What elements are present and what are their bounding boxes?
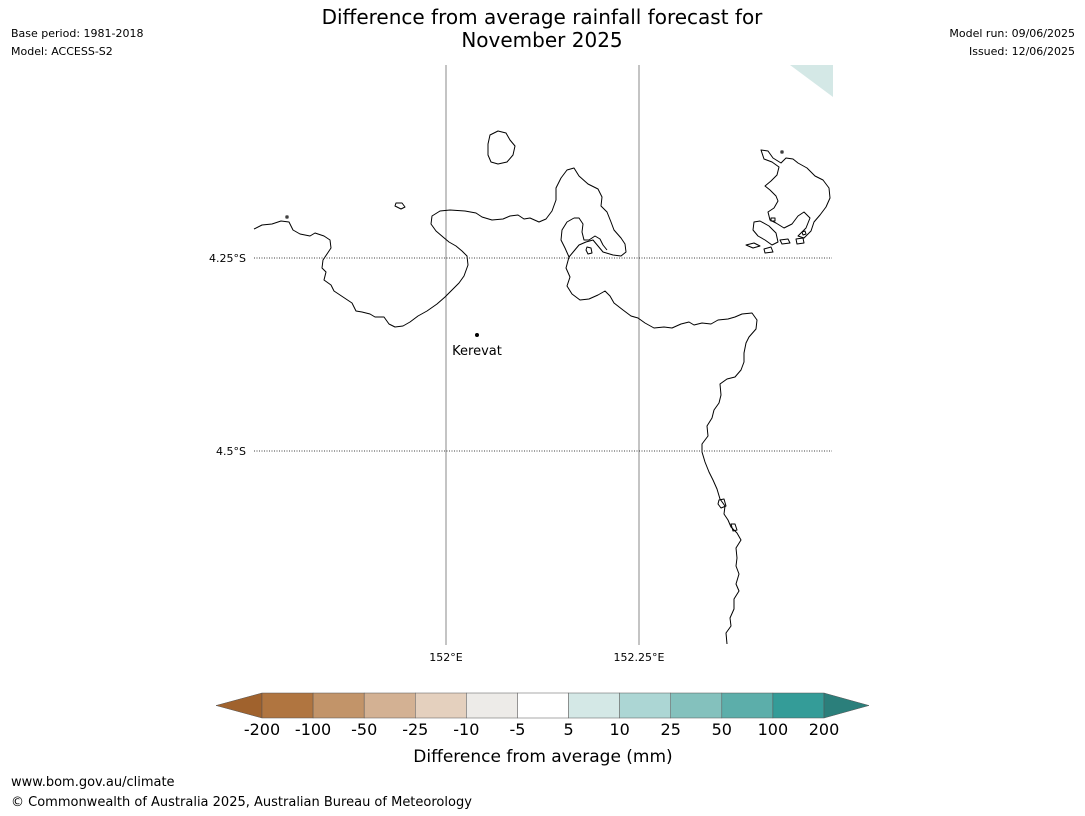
islet-duke-6: [801, 230, 807, 236]
colorbar-tick-label: 5: [563, 720, 573, 739]
coastline-bay-inner: [574, 217, 608, 251]
colorbar-tick-label: -50: [351, 720, 377, 739]
kerevat-label: Kerevat: [452, 344, 502, 359]
island-north: [487, 130, 516, 165]
colorbar-title: Difference from average (mm): [413, 747, 672, 767]
lon-label-152-25: 152.25°E: [614, 651, 665, 664]
islet-small-2: [285, 215, 289, 219]
page-title: Difference from average rainfall forecas…: [242, 6, 842, 52]
colorbar-tick-label: 100: [758, 720, 789, 739]
colorbar-box: [619, 692, 671, 719]
colorbar-tick-label: -5: [509, 720, 525, 739]
colorbar-extend-low: [215, 692, 263, 719]
model-name: Model: ACCESS-S2: [11, 45, 113, 58]
islet-duke-7: [770, 217, 776, 222]
footer-url: www.bom.gov.au/climate: [11, 775, 175, 790]
base-period: Base period: 1981-2018: [11, 27, 144, 40]
lat-label-4-5: 4.5°S: [216, 445, 246, 458]
islet-east-coast-1: [717, 498, 727, 509]
colorbar-tick-label: 200: [809, 720, 840, 739]
kerevat-marker: [475, 333, 479, 337]
colorbar-tick-label: -25: [402, 720, 428, 739]
colorbar-box: [517, 692, 569, 719]
lat-label-4-25: 4.25°S: [209, 252, 246, 265]
footer-copyright: © Commonwealth of Australia 2025, Austra…: [11, 795, 472, 810]
islet-duke-4: [779, 238, 791, 245]
graticule: [254, 65, 832, 645]
colorbar-tick-label: -100: [295, 720, 331, 739]
coastline-main: [253, 167, 758, 645]
colorbar-tick-label: -200: [244, 720, 280, 739]
colorbar-box: [772, 692, 825, 719]
title-line-1: Difference from average rainfall forecas…: [321, 5, 763, 29]
islet-duke-8: [780, 150, 784, 154]
meta-right: Model run: 09/06/2025 Issued: 12/06/2025: [949, 25, 1075, 61]
colorbar-tick-label: -10: [453, 720, 479, 739]
island-duke-of-york: [760, 149, 831, 239]
islet-duke-5: [795, 237, 805, 245]
colorbar-box: [670, 692, 723, 719]
islet-duke-3: [763, 246, 774, 254]
islet-small-3: [585, 246, 593, 255]
islet-duke-2: [745, 242, 761, 249]
colorbar: -200 -100 -50 -25 -10 -5 5 10 25 50 100 200: [215, 692, 870, 739]
colorbar-box: [721, 692, 774, 719]
title-line-2: November 2025: [461, 28, 623, 52]
meta-left: Base period: 1981-2018 Model: ACCESS-S2: [11, 25, 143, 61]
coastline-bay-west: [560, 217, 575, 258]
colorbar-box: [568, 692, 620, 719]
anomaly-shading: [790, 65, 833, 97]
colorbar-box: [312, 692, 365, 719]
islet-small-1: [394, 202, 406, 210]
colorbar-box: [261, 692, 314, 719]
coastline: [253, 130, 831, 645]
colorbar-tick-label: 10: [609, 720, 629, 739]
colorbar-box: [415, 692, 467, 719]
model-run: Model run: 09/06/2025: [949, 27, 1075, 40]
colorbar-tick-label: 50: [712, 720, 732, 739]
colorbar-extend-high: [823, 692, 870, 719]
lon-label-152: 152°E: [429, 651, 462, 664]
colorbar-tick-label: 25: [661, 720, 681, 739]
issued-date: Issued: 12/06/2025: [968, 45, 1075, 58]
colorbar-box: [466, 692, 518, 719]
islet-duke-1: [752, 220, 779, 246]
colorbar-box: [363, 692, 416, 719]
islet-east-coast-2: [730, 523, 738, 532]
